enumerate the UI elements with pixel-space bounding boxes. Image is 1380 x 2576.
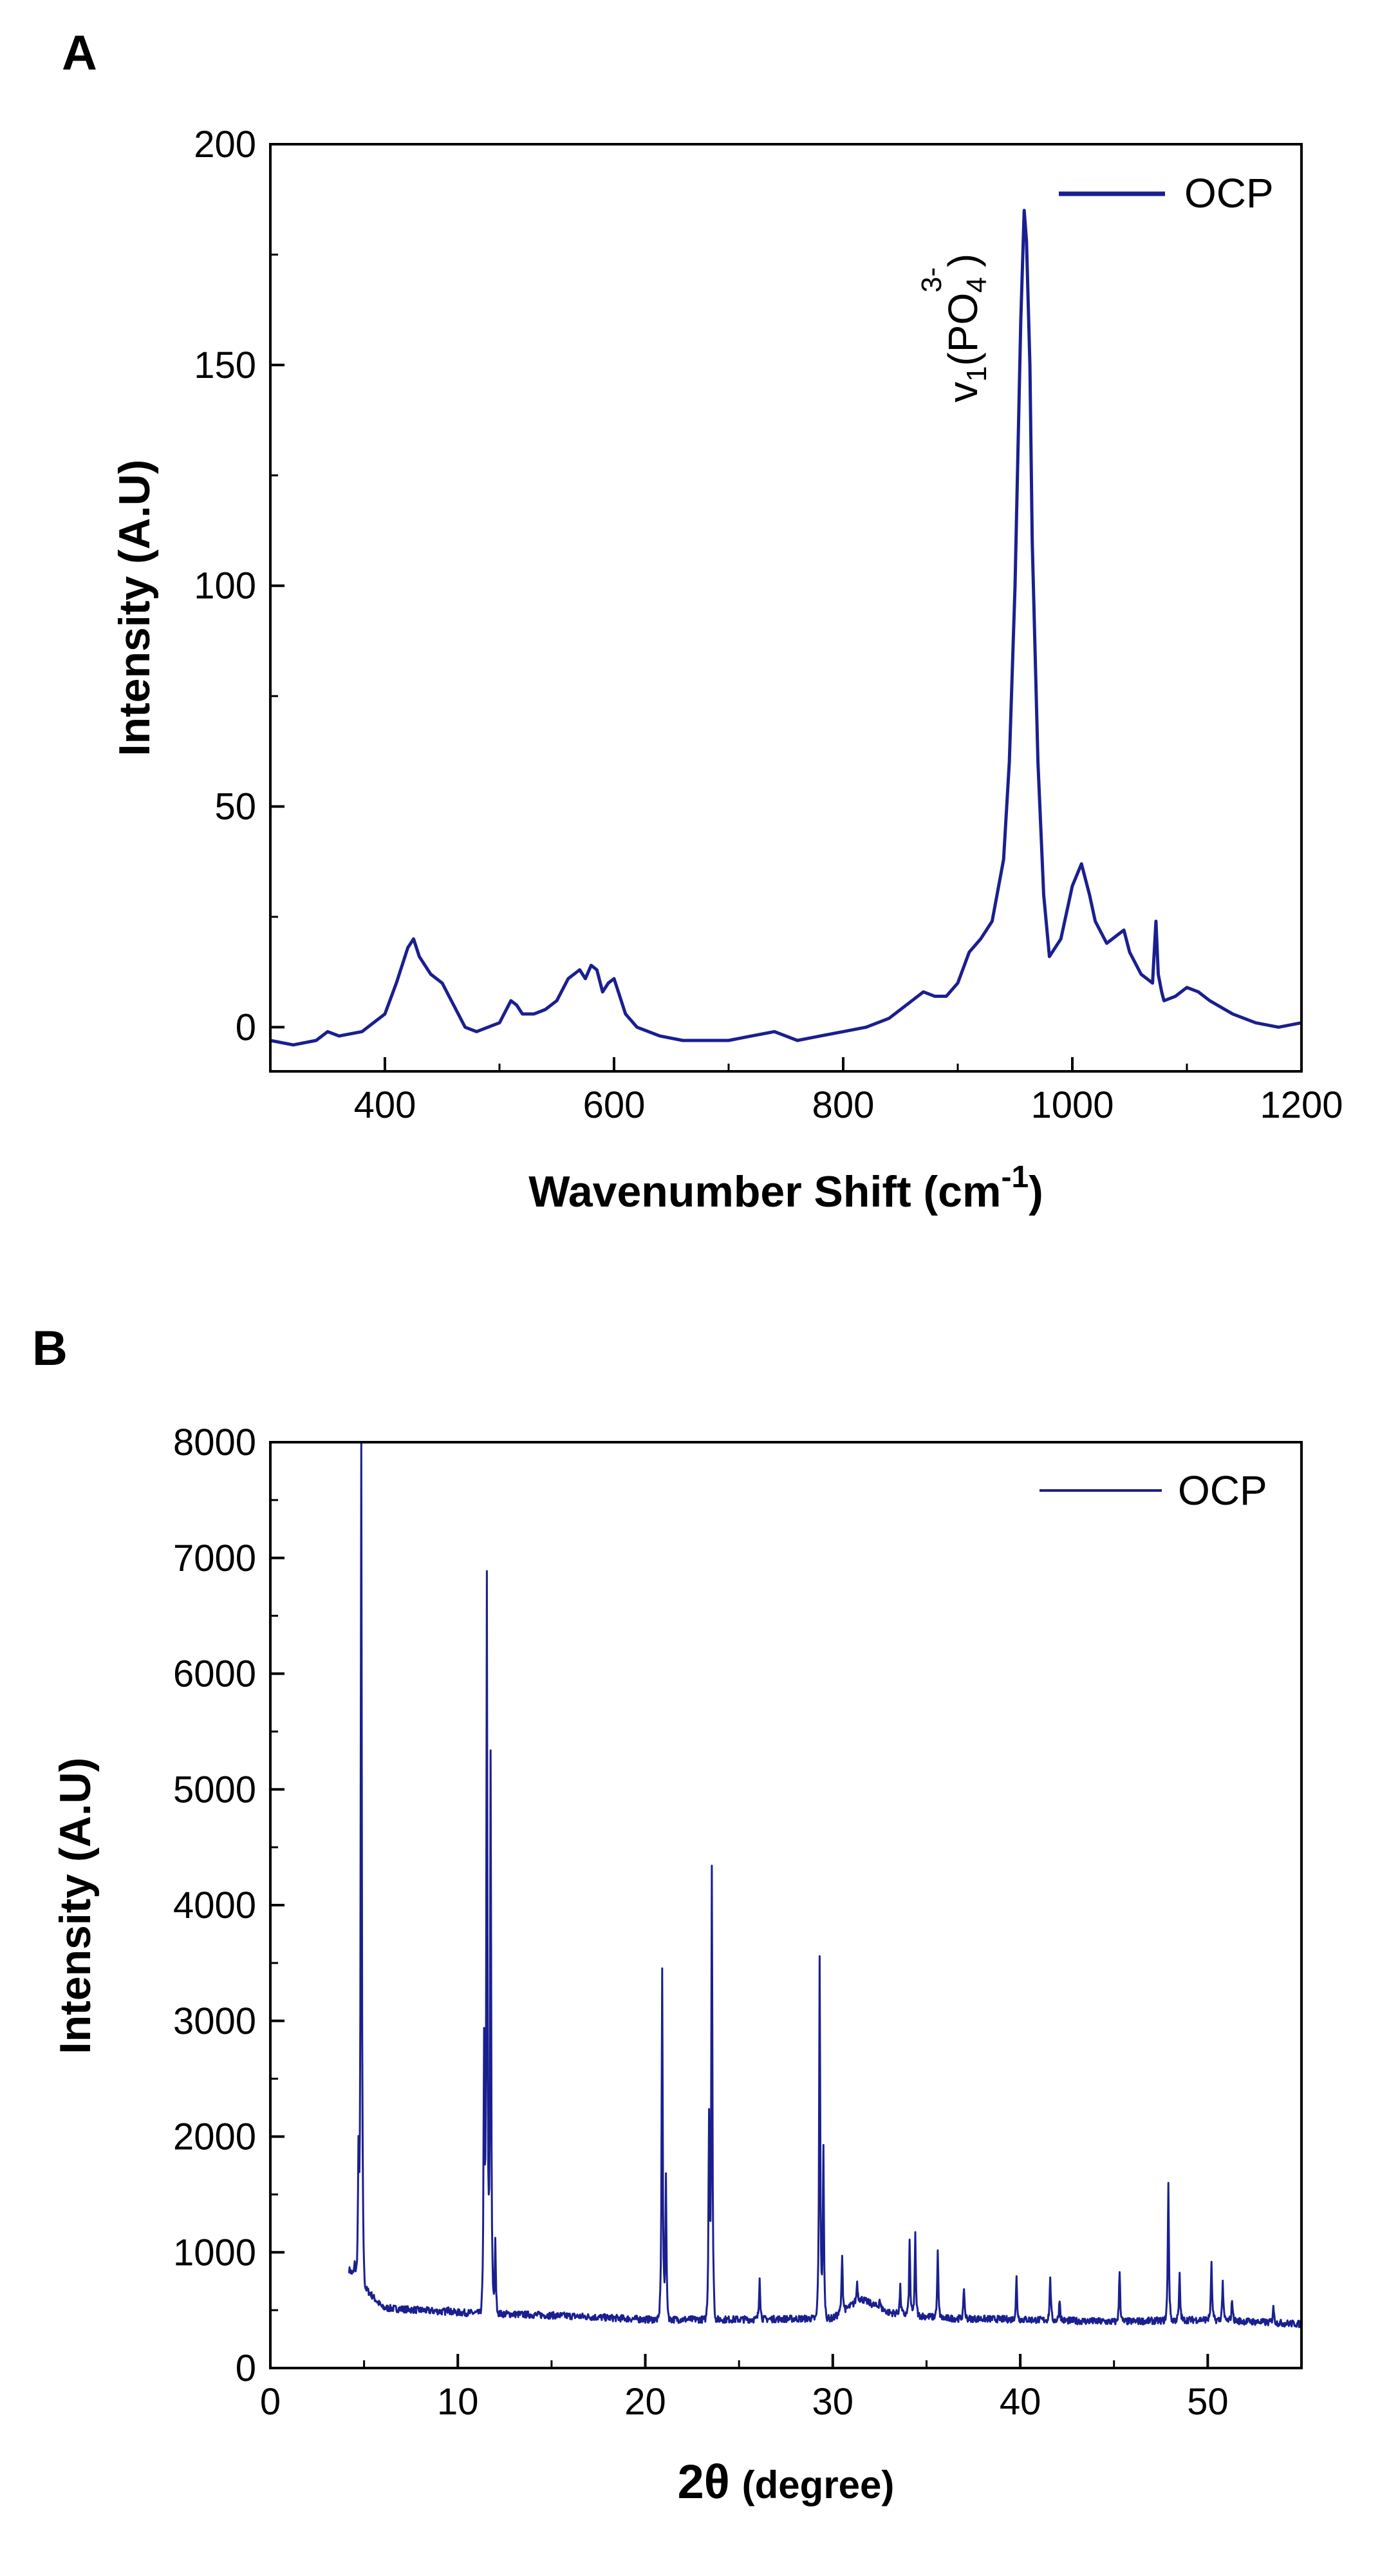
panel-a-label: A — [62, 26, 97, 80]
panel-b-y-tick-label: 8000 — [173, 1422, 256, 1463]
panel-b-x-axis-label: 2θ (degree) — [678, 2455, 895, 2508]
panel-b-y-tick-label: 6000 — [173, 1653, 256, 1695]
panel-b-ticks: 0 10 20 30 40 50 0 1000 2000 3000 4000 5000 6000 7000… — [173, 1422, 1303, 2423]
panel-a-peak-annotation: v1(PO43-) — [916, 254, 993, 402]
panel-b-x-tick-label: 40 — [1000, 2381, 1041, 2423]
panel-a-x-tick-label: 1200 — [1260, 1084, 1343, 1126]
panel-a-x-tick-label: 800 — [812, 1084, 875, 1126]
panel-a-y-tick-label: 100 — [194, 565, 256, 607]
panel-b-label: B — [32, 1321, 68, 1376]
panel-a-series-ocp-line — [270, 209, 1302, 1047]
panel-a-y-tick-label: 50 — [214, 786, 256, 828]
panel-b-plot-area — [348, 1441, 1303, 2329]
panel-b-legend-label: OCP — [1178, 1467, 1267, 1514]
panel-b-legend: OCP — [1040, 1467, 1267, 1514]
panel-b-x-tick-label: 10 — [437, 2381, 479, 2423]
panel-b-y-tick-label: 5000 — [173, 1769, 256, 1810]
panel-b-x-tick-label: 0 — [260, 2381, 281, 2423]
panel-b-x-tick-label: 20 — [624, 2381, 666, 2423]
panel-b-y-tick-label: 2000 — [173, 2116, 256, 2158]
panel-a-x-axis-label: Wavenumber Shift (cm-1) — [528, 1160, 1043, 1216]
panel-a-ticks: 400 600 800 1000 1200 0 50 100 150 200 — [194, 124, 1343, 1126]
panel-a-axes-frame — [269, 143, 1303, 1073]
panel-a-legend: OCP — [1059, 170, 1274, 216]
panel-b-y-tick-label: 4000 — [173, 1885, 256, 1926]
panel-a-legend-label: OCP — [1184, 170, 1274, 216]
panel-b-x-tick-label: 30 — [812, 2381, 854, 2423]
panel-a-y-axis-label: Intensity (A.U) — [110, 460, 159, 757]
panel-a-y-tick-label: 200 — [194, 124, 256, 165]
panel-a-plot-area — [270, 209, 1302, 1047]
panel-a: A 400 600 800 1000 1200 0 50 100 150 200 Wavenumb… — [62, 26, 1343, 1216]
panel-b-series-ocp-line — [348, 1441, 1303, 2329]
panel-b: B 0 10 20 30 40 50 0 1000 2000 3000 4000 5000 6000 70… — [32, 1321, 1303, 2508]
panel-b-y-tick-label: 1000 — [173, 2232, 256, 2273]
panel-b-y-tick-label: 3000 — [173, 2000, 256, 2042]
panel-a-x-tick-label: 1000 — [1030, 1084, 1114, 1126]
panel-b-y-tick-label: 0 — [236, 2347, 256, 2389]
panel-b-axes-frame — [269, 1441, 1303, 2369]
panel-b-x-tick-label: 50 — [1187, 2381, 1229, 2423]
panel-b-y-axis-label: Intensity (A.U) — [51, 1758, 100, 2054]
panel-b-y-tick-label: 7000 — [173, 1537, 256, 1579]
panel-a-x-tick-label: 600 — [583, 1084, 646, 1126]
panel-a-y-tick-label: 0 — [236, 1006, 256, 1048]
panel-a-x-tick-label: 400 — [354, 1084, 416, 1126]
panel-a-y-tick-label: 150 — [194, 344, 256, 386]
